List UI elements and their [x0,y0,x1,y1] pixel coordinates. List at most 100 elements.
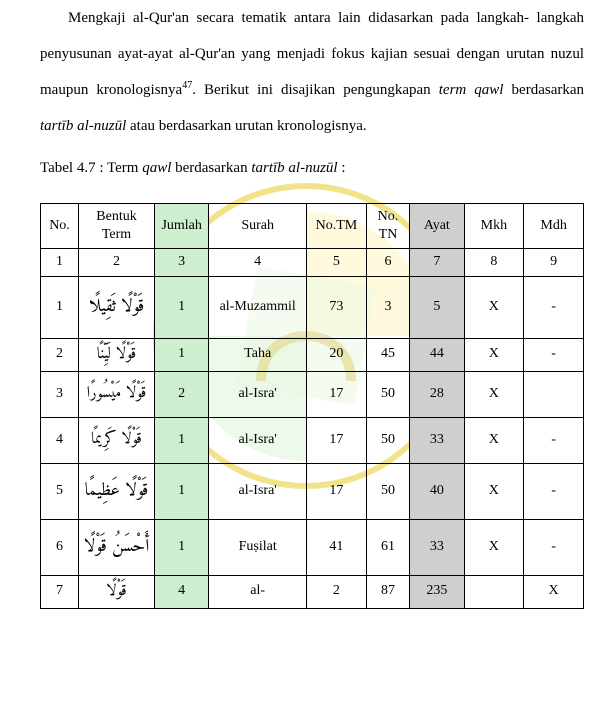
cell-tm: 20 [307,338,367,371]
cell-term: قَوْلًا كَرِيمًا [79,417,155,463]
cell-surah: al-Muzammil [209,276,307,338]
cell-jml: 2 [155,371,209,417]
caption-it1: qawl [142,160,171,176]
cell-mdh: - [524,519,584,575]
footnote-ref: 47 [182,80,192,91]
caption-it2: tartīb al-nuzūl [251,160,337,176]
th-no: No. [41,204,79,249]
sh-1: 1 [41,249,79,276]
cell-mkh: X [464,338,524,371]
para-line4b: berdasarkan [503,82,584,98]
cell-jml: 1 [155,519,209,575]
cell-jml: 1 [155,463,209,519]
para-line3b: . Berikut ini disajikan [192,82,335,98]
cell-mkh: X [464,463,524,519]
sh-4: 4 [209,249,307,276]
sh-6: 6 [366,249,409,276]
cell-no: 1 [41,276,79,338]
caption-post: : [338,160,346,176]
cell-no: 4 [41,417,79,463]
cell-tm: 17 [307,463,367,519]
cell-tm: 17 [307,371,367,417]
cell-surah: al-Isra' [209,371,307,417]
cell-tm: 41 [307,519,367,575]
cell-no: 2 [41,338,79,371]
sh-8: 8 [464,249,524,276]
cell-surah: Taha [209,338,307,371]
cell-tn: 50 [366,371,409,417]
cell-term: أَحْسَنُ قَوْلًا [79,519,155,575]
th-mdh: Mdh [524,204,584,249]
table-row: 7 قَوْلًا 4 al- 2 87 235 X [41,575,584,608]
cell-surah: al- [209,575,307,608]
th-jumlah: Jumlah [155,204,209,249]
th-mkh: Mkh [464,204,524,249]
cell-surah: Fuṣilat [209,519,307,575]
cell-term: قَوْلًا ثَقِيلًا [79,276,155,338]
table-row: 4 قَوْلًا كَرِيمًا 1 al-Isra' 17 50 33 X… [41,417,584,463]
cell-mdh: X [524,575,584,608]
cell-ayat: 235 [410,575,464,608]
cell-jml: 4 [155,575,209,608]
cell-ayat: 5 [410,276,464,338]
cell-tn: 3 [366,276,409,338]
cell-term: قَوْلًا لَيِّنًا [79,338,155,371]
caption-pre: Tabel 4.7 : Term [40,160,142,176]
cell-no: 6 [41,519,79,575]
cell-mdh: - [524,338,584,371]
sh-3: 3 [155,249,209,276]
sh-5: 5 [307,249,367,276]
cell-ayat: 33 [410,417,464,463]
th-surah: Surah [209,204,307,249]
cell-mkh [464,575,524,608]
cell-tm: 17 [307,417,367,463]
para-term2: tartīb al-nuzūl [40,118,126,134]
table-subheader-row: 1 2 3 4 5 6 7 8 9 [41,249,584,276]
cell-mkh: X [464,276,524,338]
cell-jml: 1 [155,417,209,463]
term-table: No. Bentuk Term Jumlah Surah No.TM No. T… [40,203,584,609]
para-line5: kronologisnya. [277,118,367,134]
cell-mdh [524,371,584,417]
cell-tn: 45 [366,338,409,371]
cell-tn: 50 [366,463,409,519]
th-term: Bentuk Term [79,204,155,249]
table-row: 5 قَوْلًا عَظِيمًا 1 al-Isra' 17 50 40 X… [41,463,584,519]
sh-2: 2 [79,249,155,276]
cell-tm: 73 [307,276,367,338]
cell-no: 3 [41,371,79,417]
cell-surah: al-Isra' [209,417,307,463]
cell-ayat: 44 [410,338,464,371]
cell-jml: 1 [155,276,209,338]
cell-term: قَوْلًا مَيْسُورًا [79,371,155,417]
cell-jml: 1 [155,338,209,371]
table-row: 2 قَوْلًا لَيِّنًا 1 Taha 20 45 44 X - [41,338,584,371]
cell-term: قَوْلًا عَظِيمًا [79,463,155,519]
cell-mdh: - [524,276,584,338]
th-ayat: Ayat [410,204,464,249]
sh-9: 9 [524,249,584,276]
cell-tn: 50 [366,417,409,463]
cell-mkh: X [464,519,524,575]
cell-tm: 2 [307,575,367,608]
cell-mkh: X [464,371,524,417]
cell-ayat: 28 [410,371,464,417]
body-paragraph: Mengkaji al-Qur'an secara tematik antara… [40,0,584,144]
cell-no: 7 [41,575,79,608]
table-row: 1 قَوْلًا ثَقِيلًا 1 al-Muzammil 73 3 5 … [41,276,584,338]
caption-mid: berdasarkan [171,160,251,176]
cell-tn: 87 [366,575,409,608]
cell-surah: al-Isra' [209,463,307,519]
cell-mdh: - [524,417,584,463]
table-caption: Tabel 4.7 : Term qawl berdasarkan tartīb… [40,152,584,185]
para-line4c: atau berdasarkan urutan [126,118,273,134]
para-line4a: pengungkapan [343,82,439,98]
para-term1: term qawl [439,82,504,98]
table-row: 6 أَحْسَنُ قَوْلًا 1 Fuṣilat 41 61 33 X … [41,519,584,575]
th-notn: No. TN [366,204,409,249]
table-header-row: No. Bentuk Term Jumlah Surah No.TM No. T… [41,204,584,249]
cell-mkh: X [464,417,524,463]
cell-ayat: 33 [410,519,464,575]
cell-ayat: 40 [410,463,464,519]
th-notm: No.TM [307,204,367,249]
